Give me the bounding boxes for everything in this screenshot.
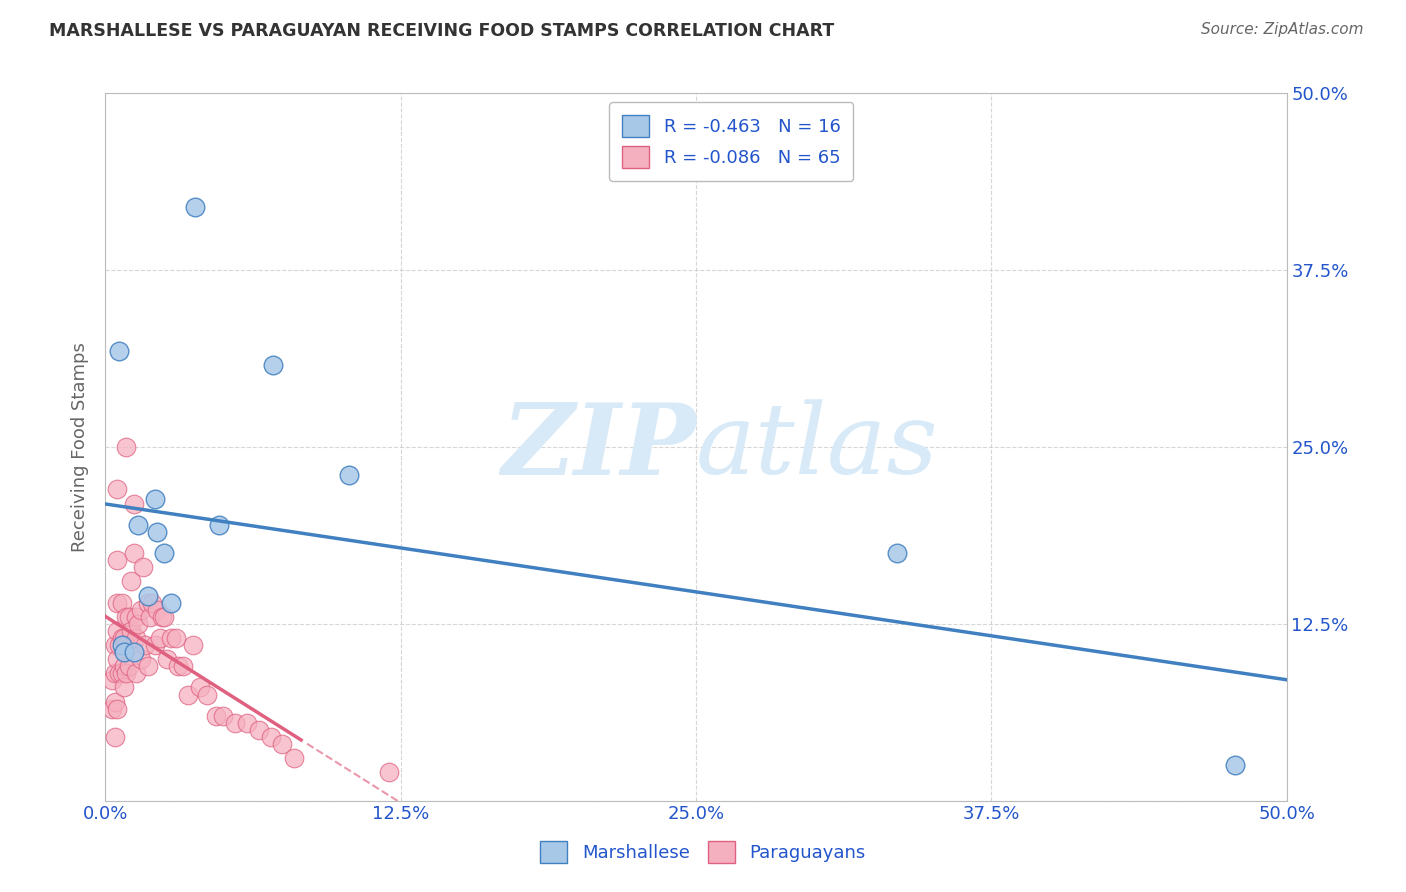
- Point: [146, 524, 169, 539]
- Point: [105, 652, 128, 666]
- Point: [886, 546, 908, 560]
- Point: [115, 666, 138, 681]
- Point: [156, 652, 179, 666]
- Point: [139, 609, 162, 624]
- Point: [134, 638, 156, 652]
- Point: [188, 681, 211, 695]
- Point: [125, 666, 148, 681]
- Point: [146, 602, 169, 616]
- Point: [115, 440, 138, 454]
- Point: [150, 609, 173, 624]
- Point: [122, 645, 145, 659]
- Point: [125, 631, 148, 645]
- Point: [118, 659, 141, 673]
- Point: [111, 666, 134, 681]
- Point: [108, 666, 131, 681]
- Point: [212, 708, 235, 723]
- Point: [101, 701, 124, 715]
- Point: [101, 673, 124, 688]
- Point: [148, 631, 170, 645]
- Point: [104, 666, 127, 681]
- Point: [160, 596, 183, 610]
- Point: [136, 659, 159, 673]
- Point: [111, 638, 134, 652]
- Point: [143, 638, 166, 652]
- Point: [153, 609, 176, 624]
- Point: [120, 574, 142, 589]
- Point: [105, 624, 128, 638]
- Point: [184, 200, 207, 214]
- Point: [104, 730, 127, 744]
- Point: [129, 602, 152, 616]
- Point: [271, 737, 294, 751]
- Point: [1223, 758, 1246, 772]
- Legend: Marshallese, Paraguayans: Marshallese, Paraguayans: [530, 830, 876, 874]
- Point: [262, 358, 284, 372]
- Text: ZIP: ZIP: [501, 399, 696, 495]
- Point: [112, 631, 135, 645]
- Point: [120, 624, 142, 638]
- Point: [104, 638, 127, 652]
- Point: [129, 652, 152, 666]
- Point: [105, 483, 128, 497]
- Point: [259, 730, 281, 744]
- Point: [247, 723, 270, 737]
- Point: [224, 715, 246, 730]
- Point: [153, 546, 176, 560]
- Point: [105, 553, 128, 567]
- Point: [125, 609, 148, 624]
- Point: [105, 596, 128, 610]
- Point: [127, 616, 149, 631]
- Point: [141, 596, 163, 610]
- Point: [118, 609, 141, 624]
- Point: [127, 517, 149, 532]
- Point: [167, 659, 190, 673]
- Point: [105, 701, 128, 715]
- Point: [104, 695, 127, 709]
- Point: [112, 681, 135, 695]
- Text: atlas: atlas: [696, 400, 939, 495]
- Point: [377, 765, 399, 780]
- Point: [181, 638, 204, 652]
- Text: Source: ZipAtlas.com: Source: ZipAtlas.com: [1201, 22, 1364, 37]
- Point: [136, 589, 159, 603]
- Point: [205, 708, 228, 723]
- Point: [112, 659, 135, 673]
- Legend: R = -0.463   N = 16, R = -0.086   N = 65: R = -0.463 N = 16, R = -0.086 N = 65: [609, 103, 853, 181]
- Point: [337, 468, 360, 483]
- Point: [108, 638, 131, 652]
- Point: [172, 659, 194, 673]
- Point: [112, 645, 135, 659]
- Point: [122, 497, 145, 511]
- Point: [132, 560, 155, 574]
- Point: [207, 517, 229, 532]
- Point: [136, 596, 159, 610]
- Point: [165, 631, 187, 645]
- Point: [283, 751, 305, 765]
- Y-axis label: Receiving Food Stamps: Receiving Food Stamps: [72, 342, 89, 552]
- Point: [143, 492, 166, 507]
- Point: [115, 638, 138, 652]
- Point: [236, 715, 259, 730]
- Point: [177, 688, 200, 702]
- Point: [111, 596, 134, 610]
- Point: [108, 343, 131, 358]
- Point: [160, 631, 183, 645]
- Point: [111, 631, 134, 645]
- Point: [115, 609, 138, 624]
- Text: MARSHALLESE VS PARAGUAYAN RECEIVING FOOD STAMPS CORRELATION CHART: MARSHALLESE VS PARAGUAYAN RECEIVING FOOD…: [49, 22, 834, 40]
- Point: [195, 688, 218, 702]
- Point: [122, 546, 145, 560]
